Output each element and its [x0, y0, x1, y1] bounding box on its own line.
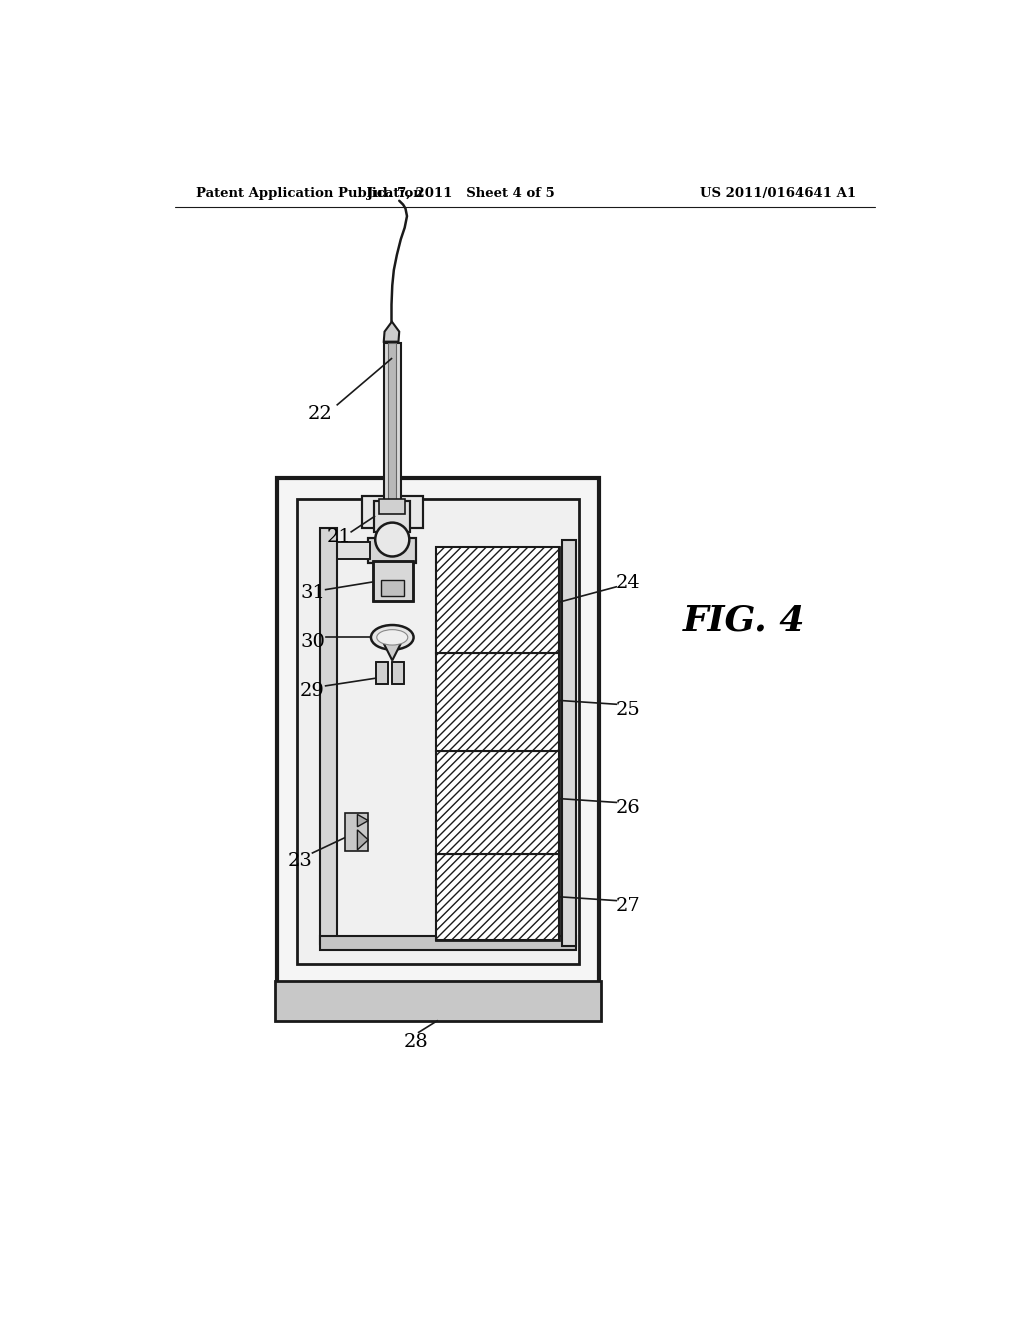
Bar [369, 539, 417, 562]
Bar [391, 663, 403, 684]
Bar [321, 936, 575, 950]
Text: 26: 26 [615, 799, 640, 817]
Text: 28: 28 [403, 1034, 429, 1051]
Bar [373, 561, 414, 601]
Bar [369, 539, 417, 562]
Bar [362, 495, 423, 528]
Text: 22: 22 [308, 405, 333, 422]
Bar [436, 854, 559, 940]
Bar [324, 543, 370, 558]
Ellipse shape [377, 630, 408, 645]
Bar [436, 548, 559, 940]
Text: US 2011/0164641 A1: US 2011/0164641 A1 [700, 186, 856, 199]
Polygon shape [384, 322, 399, 342]
Text: 24: 24 [615, 574, 640, 591]
Bar [324, 543, 370, 558]
Text: 23: 23 [288, 851, 312, 870]
Bar [379, 499, 406, 515]
Polygon shape [357, 830, 369, 850]
Ellipse shape [371, 626, 414, 649]
Text: 29: 29 [300, 682, 325, 700]
Polygon shape [345, 813, 369, 851]
Bar [436, 751, 559, 854]
Text: 30: 30 [300, 634, 325, 651]
Bar [373, 561, 414, 601]
Bar [562, 540, 575, 946]
Bar [381, 581, 403, 595]
Polygon shape [357, 814, 369, 826]
Text: 21: 21 [327, 528, 351, 546]
Text: 27: 27 [615, 898, 640, 915]
Text: 25: 25 [615, 701, 640, 718]
Bar [375, 502, 410, 532]
Bar [275, 981, 601, 1020]
Bar [375, 502, 410, 532]
Bar [376, 663, 388, 684]
Text: 31: 31 [300, 585, 325, 602]
Polygon shape [384, 644, 400, 660]
Bar [297, 499, 579, 964]
Text: Jul. 7, 2011   Sheet 4 of 5: Jul. 7, 2011 Sheet 4 of 5 [368, 186, 555, 199]
Bar [388, 343, 396, 506]
Circle shape [375, 523, 410, 557]
Bar [391, 663, 403, 684]
Bar [436, 653, 559, 751]
Text: FIG. 4: FIG. 4 [683, 603, 805, 638]
Bar [436, 548, 559, 653]
Bar [321, 528, 337, 944]
Bar [362, 495, 423, 528]
Bar [276, 478, 599, 983]
Text: Patent Application Publication: Patent Application Publication [197, 186, 423, 199]
Bar [384, 343, 400, 506]
Bar [376, 663, 388, 684]
